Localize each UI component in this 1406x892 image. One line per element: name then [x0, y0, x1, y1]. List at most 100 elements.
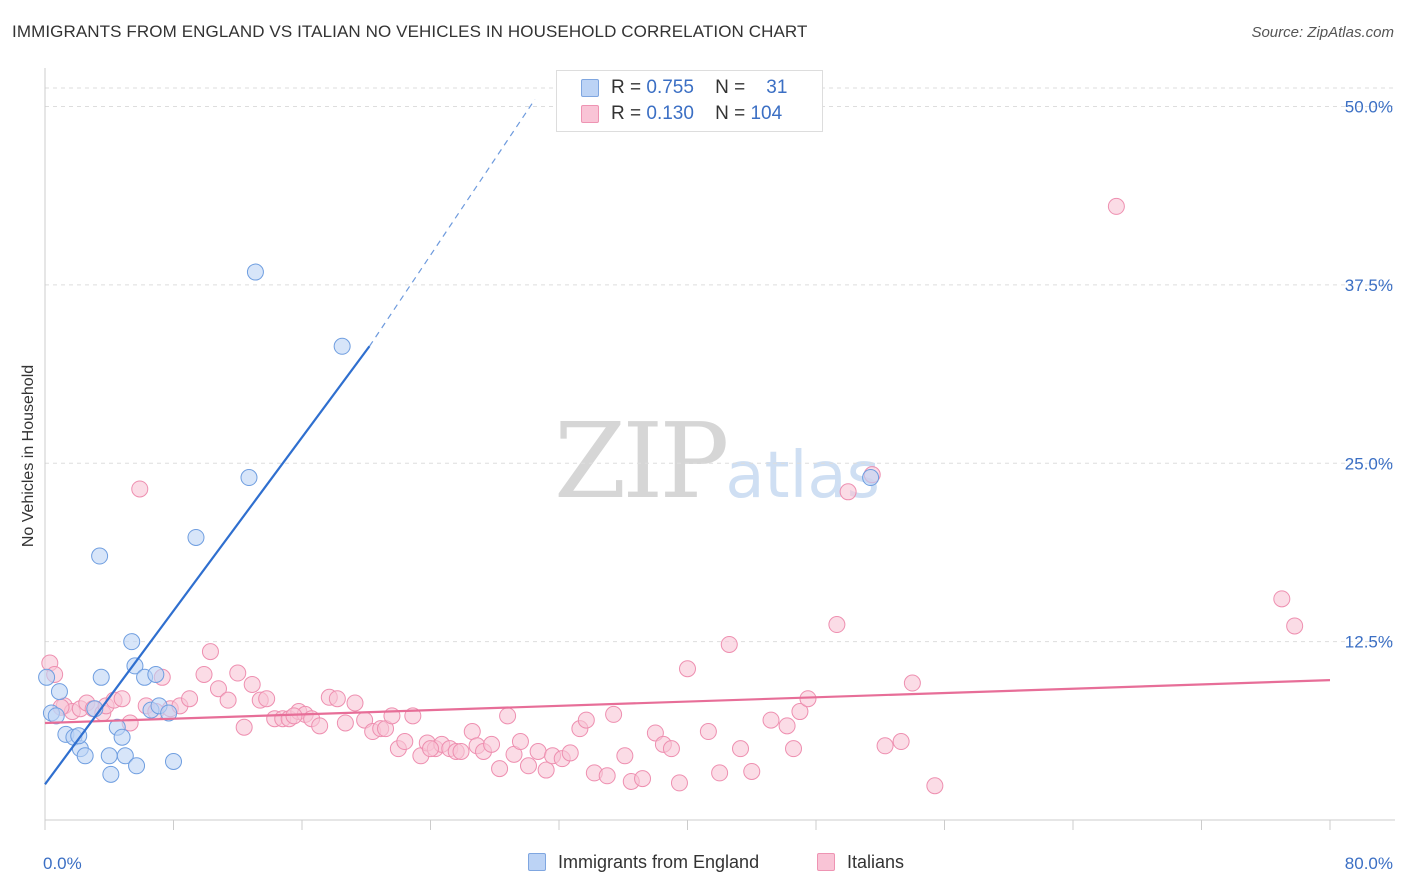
watermark: ZIPatlas — [554, 400, 880, 522]
x-tick-label-min: 0.0% — [43, 854, 82, 873]
england-point — [102, 765, 120, 783]
italians-point — [209, 680, 227, 698]
italians-point — [311, 717, 329, 735]
tick-labels: 12.5% 25.0% 37.5% 50.0% 0.0% 80.0% — [43, 98, 1393, 873]
trend-lines — [44, 99, 1331, 785]
italians-point — [258, 690, 276, 708]
italians-point — [839, 483, 857, 501]
italians-point — [452, 743, 470, 761]
england-point — [116, 747, 134, 765]
italians-point — [605, 705, 623, 723]
r-label: R = — [611, 103, 642, 124]
italians-point — [396, 733, 414, 751]
italians-point — [491, 760, 509, 778]
italians-point — [876, 737, 894, 755]
england-points — [38, 263, 880, 783]
italians-point — [828, 616, 846, 634]
england-point — [246, 263, 264, 281]
england-point — [147, 665, 165, 683]
x-tick-label-max: 80.0% — [1345, 854, 1393, 873]
legend-swatch-england — [528, 853, 546, 871]
england-point — [113, 728, 131, 746]
england-point — [862, 469, 880, 487]
italians-point — [1273, 590, 1291, 608]
italians-point — [598, 767, 616, 785]
n-value-england: 31 — [766, 77, 788, 98]
italians-point — [519, 757, 537, 775]
legend-label-england: Immigrants from England — [558, 852, 760, 872]
italians-point — [537, 761, 555, 779]
source-credit: Source: ZipAtlas.com — [1251, 24, 1394, 41]
legend-label-italians: Italians — [847, 852, 905, 872]
italians-point — [422, 740, 439, 758]
axes — [44, 68, 1395, 830]
italians-point — [229, 664, 247, 682]
england-point — [187, 528, 205, 546]
italians-point — [720, 635, 738, 653]
england-point — [50, 683, 68, 701]
england-point — [160, 704, 178, 722]
italians-point — [679, 660, 696, 678]
italians-point — [1107, 197, 1125, 215]
italians-point — [113, 690, 131, 708]
legend-swatch-england — [581, 79, 599, 97]
england-point — [128, 757, 146, 775]
italians-point — [903, 674, 921, 692]
italians-point — [201, 643, 219, 661]
italians-point — [634, 770, 652, 788]
italians-point — [463, 723, 481, 741]
england-trend-extension — [368, 99, 536, 347]
italians-trend-line — [44, 679, 1331, 725]
england-point — [92, 668, 110, 686]
italians-point — [616, 747, 634, 765]
england-point — [76, 747, 94, 765]
italians-point — [732, 740, 750, 758]
n-value-italians: 104 — [750, 103, 783, 124]
italians-point — [577, 711, 595, 729]
y-tick-label: 50.0% — [1345, 98, 1393, 117]
correlation-legend: R = 0.755 N = 31 R = 0.130 N = 104 — [556, 70, 823, 132]
italians-point — [762, 711, 780, 729]
italians-point — [243, 675, 261, 693]
italians-point — [131, 480, 149, 498]
italians-point — [336, 714, 354, 732]
italians-point — [346, 694, 364, 712]
england-point — [38, 668, 56, 686]
italians-point — [892, 733, 910, 751]
n-label: N = — [715, 103, 746, 124]
italians-points — [41, 197, 1304, 795]
italians-point — [561, 744, 579, 762]
y-tick-label: 12.5% — [1345, 633, 1393, 652]
italians-point — [511, 733, 529, 751]
england-trend-line — [44, 345, 371, 785]
italians-point — [483, 735, 501, 753]
italians-point — [711, 764, 729, 782]
italians-point — [235, 718, 253, 736]
england-point — [165, 752, 182, 770]
italians-point — [195, 665, 213, 683]
italians-point — [181, 690, 199, 708]
italians-point — [328, 690, 346, 708]
england-point — [100, 747, 118, 765]
legend-swatch-italians — [581, 105, 599, 123]
italians-point — [662, 740, 680, 758]
italians-point — [1286, 617, 1304, 635]
r-value-italians: 0.130 — [646, 103, 694, 124]
n-label: N = — [715, 77, 746, 98]
italians-point — [791, 703, 809, 721]
england-point — [333, 337, 351, 355]
italians-point — [926, 777, 944, 795]
r-label: R = — [611, 77, 642, 98]
italians-point — [219, 691, 237, 709]
england-point — [91, 547, 109, 565]
chart-title: IMMIGRANTS FROM ENGLAND VS ITALIAN NO VE… — [12, 22, 808, 41]
italians-point — [529, 743, 547, 761]
legend-swatch-italians — [817, 853, 835, 871]
italians-point — [785, 740, 803, 758]
england-point — [123, 633, 141, 651]
italians-point — [778, 717, 796, 735]
gridlines — [45, 87, 1395, 643]
italians-point — [670, 774, 688, 792]
italians-point — [699, 723, 717, 741]
